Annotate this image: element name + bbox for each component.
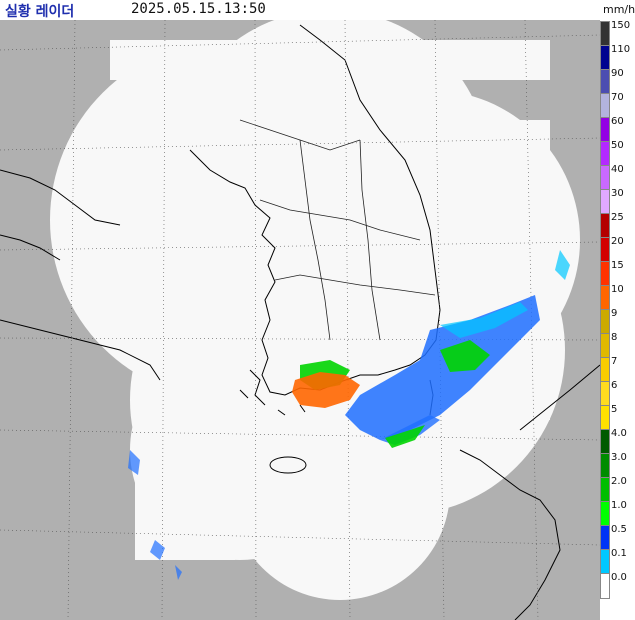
japan-honshu-coast	[519, 364, 600, 431]
legend-label: 8	[611, 332, 618, 343]
legend-swatch	[600, 501, 610, 527]
legend-label: 3.0	[611, 452, 627, 463]
precipitation-legend: 150 110 90 70 60 50 40 30 25 20 15 10 9 8 7 6 5 4.0 3.0 2.0…	[600, 20, 635, 620]
legend-label: 2.0	[611, 476, 627, 487]
legend-swatch	[600, 405, 610, 431]
legend-label: 6	[611, 380, 618, 391]
legend-swatch	[600, 573, 610, 599]
rain-band-east	[345, 295, 540, 440]
legend-label: 0.1	[611, 548, 627, 559]
legend-swatch	[600, 285, 610, 311]
legend-swatch	[600, 189, 610, 215]
legend-label: 0.5	[611, 524, 627, 535]
legend-label: 15	[611, 260, 624, 271]
legend-swatch	[600, 309, 610, 335]
legend-swatch	[600, 117, 610, 143]
legend-label: 4.0	[611, 428, 627, 439]
legend-swatch	[600, 69, 610, 95]
legend-label: 110	[611, 44, 631, 55]
latlon-grid	[0, 20, 600, 620]
legend-label: 60	[611, 116, 624, 127]
legend-swatch	[600, 429, 610, 455]
china-coastline-north	[0, 169, 121, 226]
legend-swatch	[600, 213, 610, 239]
legend-label: 10	[611, 284, 624, 295]
legend-swatch	[600, 357, 610, 383]
legend-swatch	[600, 549, 610, 575]
radar-map	[0, 20, 600, 620]
legend-label: 20	[611, 236, 624, 247]
legend-swatch	[600, 141, 610, 167]
observation-timestamp: 2025.05.15.13:50	[131, 1, 266, 17]
legend-label: 70	[611, 92, 624, 103]
legend-swatch	[600, 477, 610, 503]
header-bar: 실황 레이더 2025.05.15.13:50 mm/h	[0, 0, 635, 20]
legend-swatch	[600, 237, 610, 263]
legend-unit: mm/h	[603, 3, 635, 16]
legend-swatch	[600, 261, 610, 287]
legend-swatch	[600, 381, 610, 407]
china-coastline-west	[0, 234, 61, 261]
legend-label: 25	[611, 212, 624, 223]
rain-cyan-edges	[440, 250, 570, 338]
rain-isolated-southwest	[128, 450, 182, 580]
page-title: 실황 레이더	[5, 4, 75, 20]
rain-heavy-core	[292, 372, 360, 408]
legend-label: 0.0	[611, 572, 627, 583]
legend-label: 90	[611, 68, 624, 79]
legend-label: 30	[611, 188, 624, 199]
rain-green-cells	[300, 340, 490, 448]
legend-swatch	[600, 165, 610, 191]
legend-label: 1.0	[611, 500, 627, 511]
jeju-island	[269, 456, 307, 474]
legend-swatch	[600, 21, 610, 47]
legend-swatch	[600, 93, 610, 119]
legend-swatch	[600, 453, 610, 479]
legend-swatch	[600, 45, 610, 71]
legend-swatch	[600, 333, 610, 359]
southwest-islands	[239, 369, 306, 416]
legend-label: 9	[611, 308, 618, 319]
legend-label: 50	[611, 140, 624, 151]
legend-label: 40	[611, 164, 624, 175]
legend-label: 5	[611, 404, 618, 415]
province-borders	[239, 119, 436, 341]
legend-label: 150	[611, 20, 631, 31]
china-shandong-coast	[0, 319, 161, 381]
legend-label: 7	[611, 356, 618, 367]
precipitation-echoes	[128, 250, 570, 580]
legend-swatch	[600, 525, 610, 551]
